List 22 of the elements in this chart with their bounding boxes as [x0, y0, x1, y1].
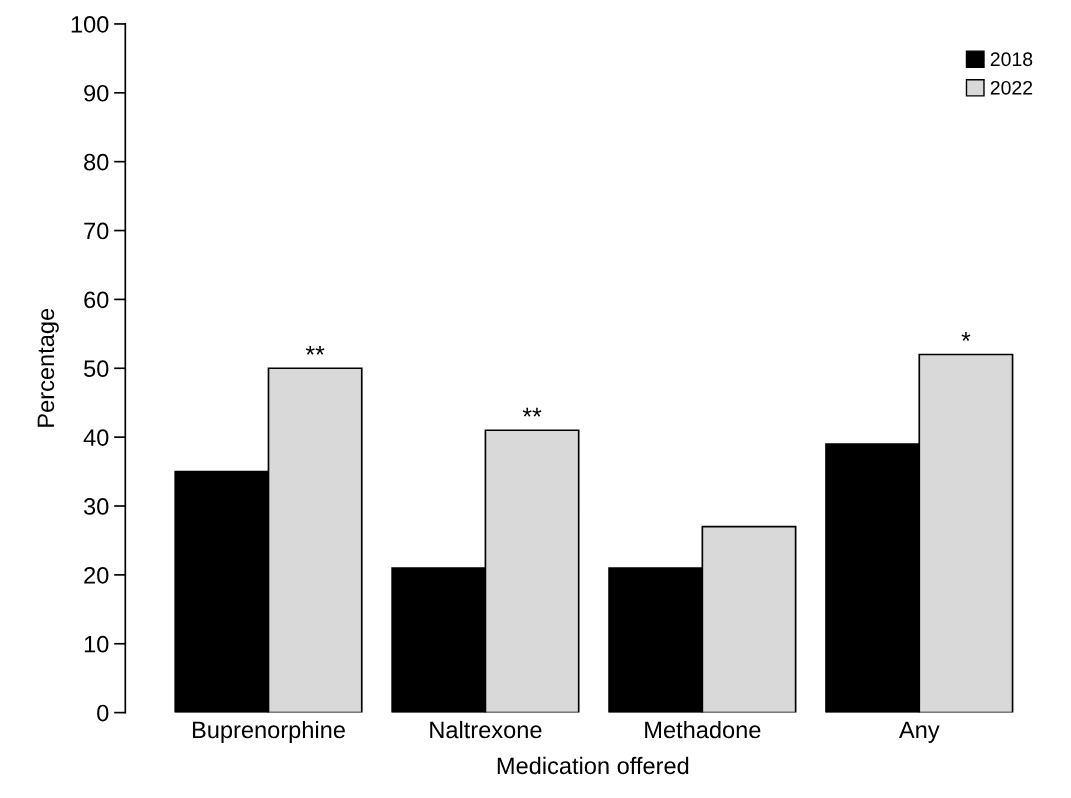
- y-tick-label: 20: [84, 566, 109, 584]
- legend-label: 2022: [990, 80, 1033, 95]
- y-tick-label: 40: [83, 429, 109, 446]
- x-axis-title: Medication offered: [497, 756, 689, 775]
- y-tick-label: 70: [84, 222, 109, 240]
- y-tick-label: 100: [71, 16, 109, 33]
- x-tick-label: Methadone: [645, 720, 761, 739]
- y-axis-title: Percentage: [37, 308, 59, 427]
- legend-label: 2018: [990, 52, 1033, 67]
- y-tick-label: 50: [84, 360, 109, 378]
- y-tick-label: 0: [97, 704, 109, 722]
- annotation: *: [961, 332, 971, 341]
- x-tick-label: Any: [898, 721, 940, 743]
- y-tick-label: 60: [84, 291, 109, 309]
- y-tick-label: 90: [84, 84, 109, 102]
- annotation: **: [305, 345, 325, 355]
- annotation: **: [522, 407, 542, 417]
- y-tick-label: 10: [84, 635, 109, 653]
- y-tick-label: 30: [83, 498, 109, 515]
- x-tick-label: Naltrexone: [430, 720, 542, 739]
- y-tick-label: 80: [84, 153, 109, 171]
- x-tick-label: Buprenorphine: [192, 720, 345, 743]
